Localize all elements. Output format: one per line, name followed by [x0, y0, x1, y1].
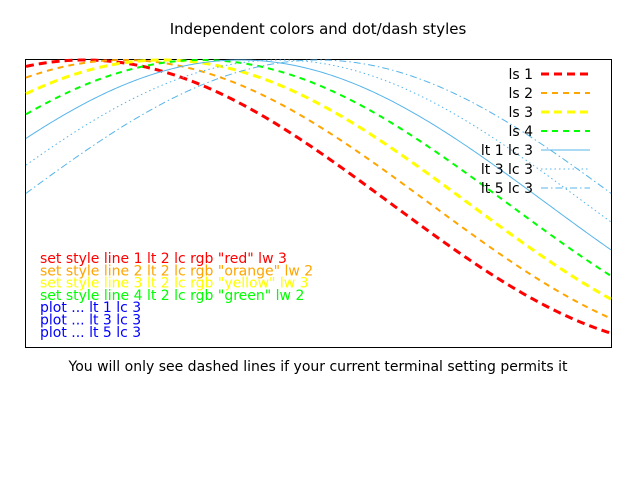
legend-label-5: lt 1 lc 3 — [481, 143, 533, 159]
chart-title: Independent colors and dot/dash styles — [170, 20, 467, 38]
annotation-4: set style line 4 lt 2 lc rgb "green" lw … — [40, 288, 304, 304]
annotation-3: set style line 3 lt 2 lc rgb "yellow" lw… — [40, 276, 309, 292]
legend-label-2: ls 2 — [508, 86, 533, 102]
annotation-7: plot ... lt 5 lc 3 — [40, 325, 141, 341]
legend-label-6: lt 3 lc 3 — [481, 162, 533, 178]
legend: ls 1 ls 2 ls 3 ls 4 lt 1 lc 3 lt 3 lc 3 lt 5 l… — [481, 67, 590, 197]
annotation-6: plot ... lt 3 lc 3 — [40, 313, 141, 329]
annotations: set style line 1 lt 2 lc rgb "red" lw 3s… — [40, 251, 313, 341]
series-line-6 — [25, 59, 612, 223]
footnote: You will only see dashed lines if your c… — [68, 359, 569, 375]
plot-frame — [25, 59, 612, 348]
legend-label-1: ls 1 — [508, 67, 533, 83]
annotation-1: set style line 1 lt 2 lc rgb "red" lw 3 — [40, 251, 287, 267]
series-layer — [25, 58, 612, 335]
annotation-5: plot ... lt 1 lc 3 — [40, 300, 141, 316]
series-line-3 — [25, 58, 612, 301]
legend-label-4: ls 4 — [508, 124, 533, 140]
annotation-2: set style line 2 lt 2 lc rgb "orange" lw… — [40, 263, 313, 279]
series-line-5 — [25, 59, 612, 251]
legend-label-7: lt 5 lc 3 — [481, 181, 533, 197]
series-line-1 — [25, 58, 612, 335]
series-line-2 — [25, 58, 612, 320]
series-line-7 — [25, 59, 612, 194]
legend-label-3: ls 3 — [508, 105, 533, 121]
